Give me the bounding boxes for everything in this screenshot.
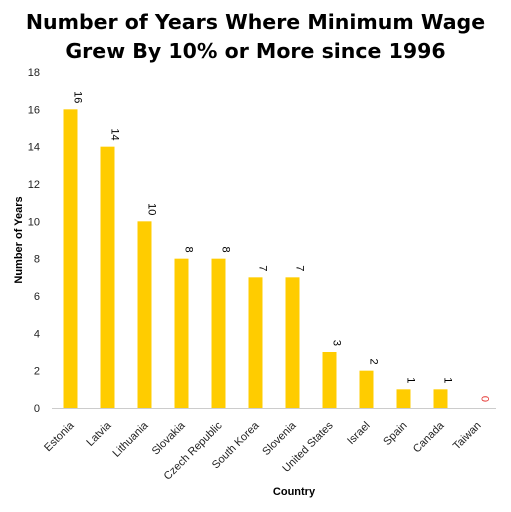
data-label: 0 [479,396,491,402]
data-label: 14 [109,128,121,140]
bar [433,389,448,408]
bar [322,352,337,408]
bar [137,221,152,408]
x-category-label: Taiwan [451,420,484,453]
bar [211,258,226,408]
data-label: 1 [442,377,454,383]
y-tick-label: 8 [34,254,40,266]
data-label: 10 [146,203,158,215]
x-category-label: Canada [411,419,447,455]
bar [359,370,374,408]
y-tick-label: 4 [34,328,40,340]
x-category-label: Israel [345,420,373,448]
y-tick-label: 0 [34,403,40,415]
y-axis-ticks: 0 2 4 6 8 10 12 14 16 18 [28,67,40,415]
y-tick-label: 10 [28,216,40,228]
data-label: 1 [405,377,417,383]
x-category-label: Lithuania [111,419,152,460]
x-category-label: Estonia [42,419,77,454]
data-label: 7 [257,265,269,271]
bars [63,109,448,408]
x-category-label: Slovakia [150,419,189,458]
chart-title-line-2: Grew By 10% or More since 1996 [65,39,446,63]
chart-title-line-1: Number of Years Where Minimum Wage [25,10,486,34]
data-label: 3 [331,340,343,346]
y-tick-label: 6 [34,291,40,303]
bar [63,109,78,408]
x-axis-title: Country [273,486,316,498]
y-tick-label: 2 [34,366,40,378]
x-category-label: Spain [381,420,409,448]
data-label: 16 [72,91,84,103]
y-tick-label: 16 [28,104,40,116]
x-category-label: Latvia [84,419,114,449]
y-axis-title: Number of Years [13,196,25,283]
data-label: 8 [220,247,232,253]
y-tick-label: 14 [28,142,40,154]
data-label: 7 [294,265,306,271]
chart-title: Number of Years Where Minimum Wage Grew … [0,8,511,66]
data-label: 8 [183,247,195,253]
bar [100,146,115,408]
y-tick-label: 18 [28,67,40,79]
y-tick-label: 12 [28,179,40,191]
bar [285,277,300,408]
bar [174,258,189,408]
data-label: 2 [368,359,380,365]
bar [396,389,411,408]
bar [248,277,263,408]
